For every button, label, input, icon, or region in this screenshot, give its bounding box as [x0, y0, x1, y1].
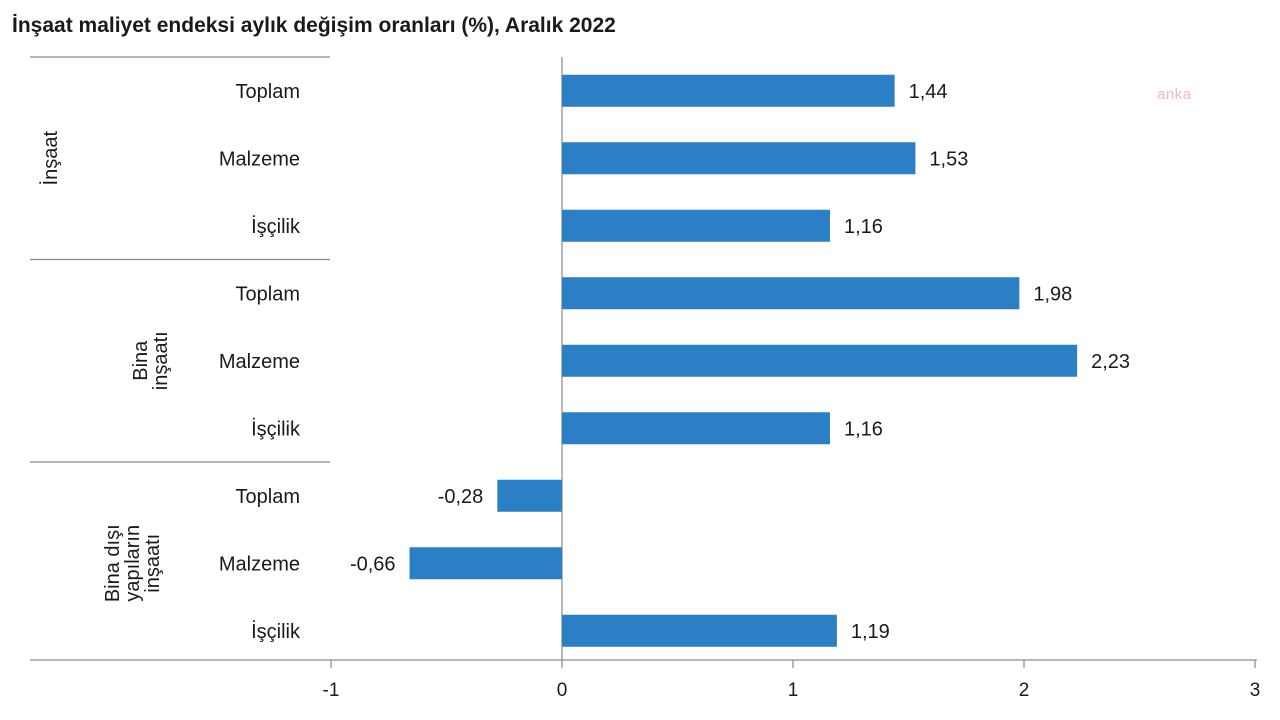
category-label: Toplam	[236, 486, 300, 508]
category-label: Toplam	[236, 283, 300, 305]
data-label: 1,98	[1033, 283, 1072, 305]
data-label: 1,53	[929, 148, 968, 170]
chart-title: İnşaat maliyet endeksi aylık değişim ora…	[12, 14, 616, 37]
data-label: 1,16	[844, 418, 883, 440]
bar	[562, 74, 895, 107]
bar	[497, 479, 562, 512]
category-label: İşçilik	[251, 417, 301, 440]
data-label: 1,44	[909, 81, 948, 103]
x-tick-label: -1	[323, 680, 340, 701]
data-label: -0,28	[438, 486, 484, 508]
x-tick-label: 3	[1250, 680, 1261, 701]
bar	[562, 344, 1078, 377]
category-label: Toplam	[236, 81, 300, 103]
group-label: İnşaat	[39, 131, 62, 186]
category-label: Malzeme	[219, 351, 300, 373]
data-label: 1,16	[844, 216, 883, 238]
x-tick-label: 2	[1019, 680, 1030, 701]
category-label: İşçilik	[251, 620, 301, 643]
bar	[409, 547, 562, 580]
watermark: anka	[1157, 86, 1192, 103]
bar	[562, 142, 916, 175]
group-label: Binainşaatı	[130, 331, 172, 390]
x-tick-label: 0	[557, 680, 568, 701]
group-label: Bina dışıyapılarıninşaatı	[102, 524, 164, 602]
category-label: İşçilik	[251, 215, 301, 238]
bar	[562, 209, 830, 242]
bar	[562, 614, 837, 647]
category-label: Malzeme	[219, 148, 300, 170]
bar	[562, 277, 1020, 310]
data-label: 1,19	[851, 621, 890, 643]
bar	[562, 412, 830, 445]
data-label: 2,23	[1091, 351, 1130, 373]
data-label: -0,66	[350, 553, 396, 575]
category-label: Malzeme	[219, 553, 300, 575]
x-tick-label: 1	[788, 680, 799, 701]
